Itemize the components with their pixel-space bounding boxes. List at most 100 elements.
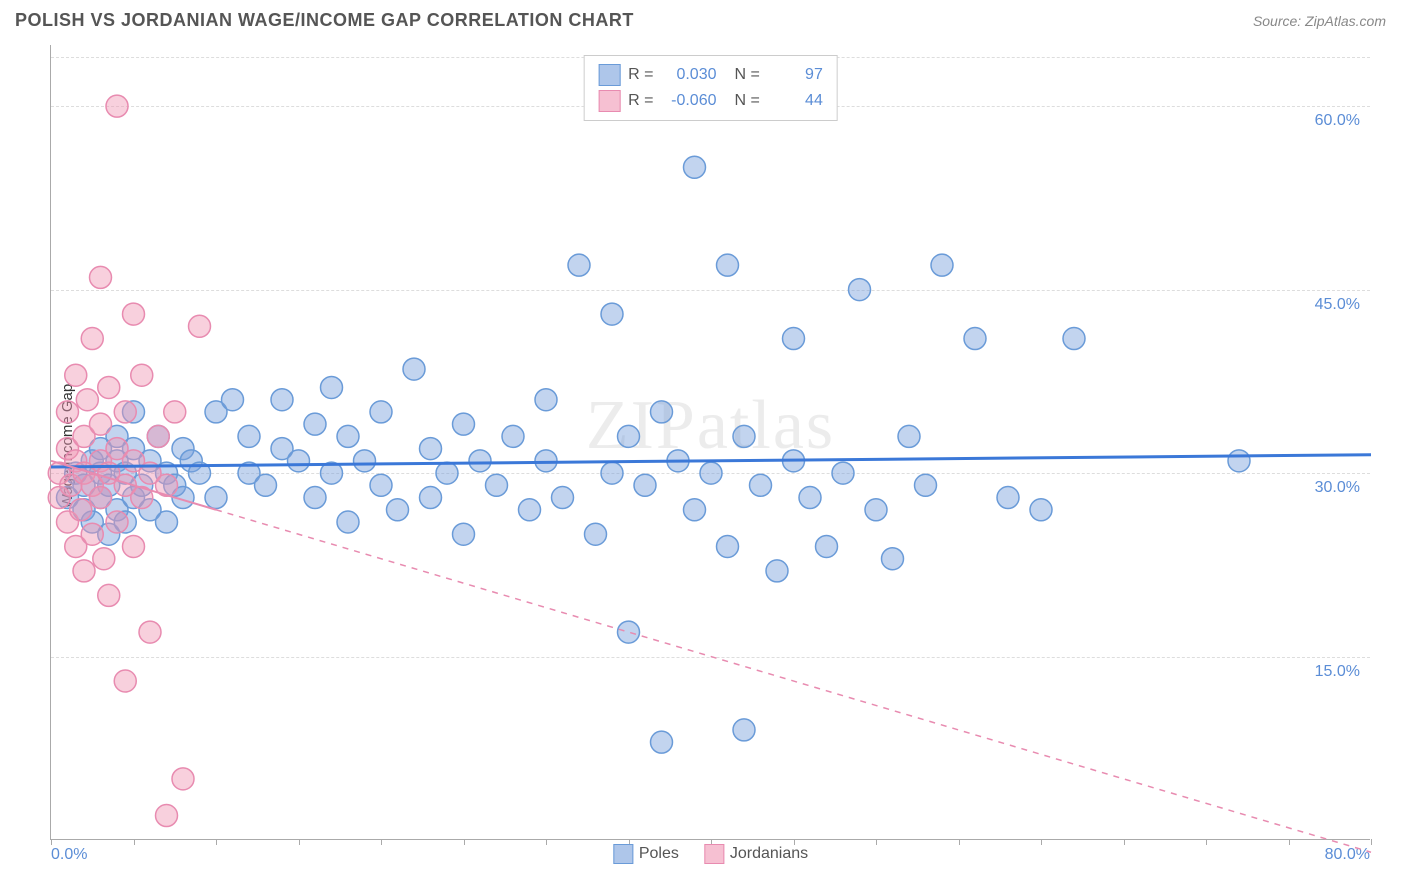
legend-row: R = -0.060 N = 44 xyxy=(598,88,823,114)
data-point xyxy=(81,523,103,545)
data-point xyxy=(337,425,359,447)
data-point xyxy=(684,156,706,178)
legend-swatch xyxy=(704,844,724,864)
x-tick xyxy=(216,839,217,845)
data-point xyxy=(304,487,326,509)
data-point xyxy=(403,358,425,380)
data-point xyxy=(535,389,557,411)
x-axis-max-label: 80.0% xyxy=(1325,846,1370,864)
data-point xyxy=(238,425,260,447)
data-point xyxy=(618,621,640,643)
data-point xyxy=(651,401,673,423)
data-point xyxy=(1228,450,1250,472)
source-attribution: Source: ZipAtlas.com xyxy=(1253,13,1386,29)
data-point xyxy=(964,328,986,350)
x-tick xyxy=(464,839,465,845)
data-point xyxy=(997,487,1019,509)
x-tick xyxy=(1371,839,1372,845)
data-point xyxy=(486,474,508,496)
data-point xyxy=(882,548,904,570)
legend-r-value: 0.030 xyxy=(662,66,717,84)
data-point xyxy=(81,328,103,350)
data-point xyxy=(700,462,722,484)
data-point xyxy=(114,670,136,692)
x-tick xyxy=(1206,839,1207,845)
legend-r-label: R = xyxy=(628,92,653,110)
trend-line-extrapolated xyxy=(216,510,1371,852)
data-point xyxy=(288,450,310,472)
series-legend-item: Jordanians xyxy=(704,844,808,864)
x-tick xyxy=(134,839,135,845)
legend-row: R = 0.030 N = 97 xyxy=(598,62,823,88)
legend-r-label: R = xyxy=(628,66,653,84)
data-point xyxy=(684,499,706,521)
data-point xyxy=(93,548,115,570)
x-tick xyxy=(546,839,547,845)
data-point xyxy=(502,425,524,447)
legend-n-label: N = xyxy=(735,92,760,110)
data-point xyxy=(453,413,475,435)
data-point xyxy=(156,805,178,827)
data-point xyxy=(453,523,475,545)
data-point xyxy=(436,462,458,484)
data-point xyxy=(90,266,112,288)
data-point xyxy=(222,389,244,411)
data-point xyxy=(337,511,359,533)
legend-r-value: -0.060 xyxy=(662,92,717,110)
data-point xyxy=(420,487,442,509)
data-point xyxy=(90,487,112,509)
data-point xyxy=(651,731,673,753)
data-point xyxy=(783,328,805,350)
data-point xyxy=(370,401,392,423)
x-tick xyxy=(1041,839,1042,845)
data-point xyxy=(568,254,590,276)
data-point xyxy=(799,487,821,509)
data-point xyxy=(139,621,161,643)
x-tick xyxy=(51,839,52,845)
data-point xyxy=(205,487,227,509)
data-point xyxy=(255,474,277,496)
legend-n-value: 44 xyxy=(768,92,823,110)
legend-swatch xyxy=(598,90,620,112)
data-point xyxy=(849,279,871,301)
legend-n-value: 97 xyxy=(768,66,823,84)
legend-swatch xyxy=(613,844,633,864)
x-tick xyxy=(959,839,960,845)
data-point xyxy=(931,254,953,276)
data-point xyxy=(76,389,98,411)
data-point xyxy=(354,450,376,472)
data-point xyxy=(73,560,95,582)
data-point xyxy=(601,462,623,484)
data-point xyxy=(65,364,87,386)
data-point xyxy=(601,303,623,325)
data-point xyxy=(57,401,79,423)
data-point xyxy=(1063,328,1085,350)
data-point xyxy=(98,584,120,606)
data-point xyxy=(189,315,211,337)
data-point xyxy=(370,474,392,496)
correlation-legend: R = 0.030 N = 97 R = -0.060 N = 44 xyxy=(583,55,838,121)
data-point xyxy=(172,768,194,790)
series-legend-item: Poles xyxy=(613,844,679,864)
x-tick xyxy=(299,839,300,845)
data-point xyxy=(898,425,920,447)
data-point xyxy=(123,535,145,557)
data-point xyxy=(865,499,887,521)
data-point xyxy=(123,303,145,325)
data-point xyxy=(717,254,739,276)
data-point xyxy=(114,401,136,423)
data-point xyxy=(156,511,178,533)
data-point xyxy=(271,389,293,411)
series-legend: Poles Jordanians xyxy=(613,844,808,864)
data-point xyxy=(106,511,128,533)
data-point xyxy=(519,499,541,521)
data-point xyxy=(420,438,442,460)
data-point xyxy=(164,401,186,423)
data-point xyxy=(321,376,343,398)
data-point xyxy=(387,499,409,521)
x-tick xyxy=(876,839,877,845)
legend-n-label: N = xyxy=(735,66,760,84)
data-point xyxy=(618,425,640,447)
data-point xyxy=(98,376,120,398)
data-point xyxy=(147,425,169,447)
